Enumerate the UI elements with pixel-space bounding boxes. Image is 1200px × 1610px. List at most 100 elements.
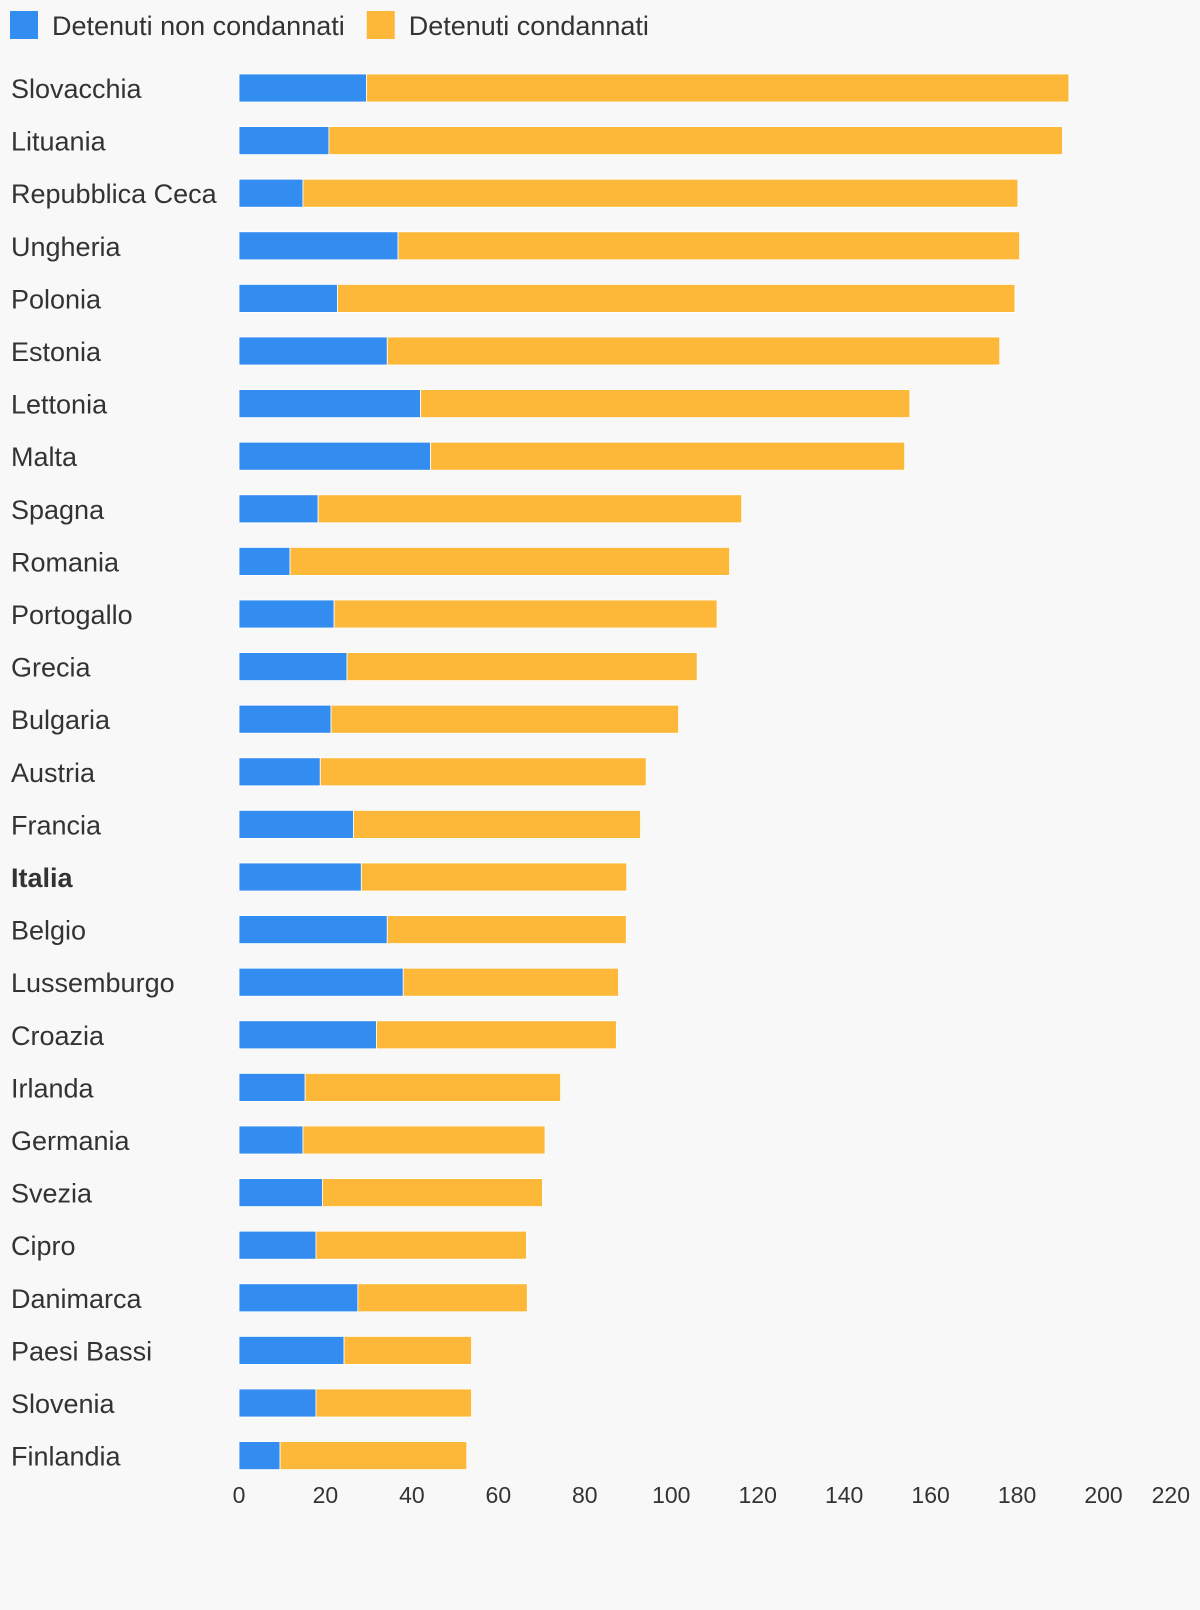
bar-repubblica-ceca-detenuti-condannati xyxy=(302,178,1019,208)
category-label-slovenia: Slovenia xyxy=(11,1389,116,1419)
bar-irlanda-detenuti-condannati xyxy=(304,1073,561,1102)
bar-svezia-detenuti-non-condannati xyxy=(238,1178,323,1207)
bar-bulgaria-detenuti-condannati xyxy=(330,704,679,734)
x-tick-label-180: 180 xyxy=(998,1482,1036,1508)
bar-croazia-detenuti-condannati xyxy=(376,1020,617,1050)
bar-croazia-detenuti-non-condannati xyxy=(238,1020,377,1050)
category-label-bulgaria: Bulgaria xyxy=(11,705,111,735)
category-label-slovacchia: Slovacchia xyxy=(11,74,143,104)
bar-spagna-detenuti-non-condannati xyxy=(238,494,319,524)
category-label-irlanda: Irlanda xyxy=(11,1073,95,1103)
category-label-lettonia: Lettonia xyxy=(11,390,108,420)
category-label-austria: Austria xyxy=(11,758,96,788)
bar-francia-detenuti-non-condannati xyxy=(238,810,354,839)
category-label-italia: Italia xyxy=(11,863,74,893)
category-label-germania: Germania xyxy=(11,1126,131,1156)
bar-bulgaria-detenuti-non-condannati xyxy=(238,704,332,734)
category-label-portogallo: Portogallo xyxy=(11,600,133,630)
bar-danimarca-detenuti-condannati xyxy=(357,1283,528,1313)
x-tick-label-160: 160 xyxy=(911,1482,949,1508)
bar-austria-detenuti-non-condannati xyxy=(238,757,321,787)
x-tick-label-40: 40 xyxy=(399,1482,425,1508)
bar-lettonia-detenuti-condannati xyxy=(420,389,911,419)
category-label-francia: Francia xyxy=(11,810,102,840)
bar-romania-detenuti-non-condannati xyxy=(238,547,291,576)
legend-swatch-detenuti-non-condannati xyxy=(10,11,38,39)
bar-cipro-detenuti-condannati xyxy=(315,1230,527,1260)
legend-label-detenuti-non-condannati: Detenuti non condannati xyxy=(52,11,345,41)
bar-estonia-detenuti-condannati xyxy=(386,336,1001,366)
bar-finlandia-detenuti-condannati xyxy=(279,1441,468,1470)
bar-estonia-detenuti-non-condannati xyxy=(238,336,388,366)
x-tick-label-220: 220 xyxy=(1152,1482,1190,1508)
category-label-malta: Malta xyxy=(11,442,78,472)
category-label-croazia: Croazia xyxy=(11,1021,105,1051)
bar-danimarca-detenuti-non-condannati xyxy=(238,1283,359,1313)
category-label-svezia: Svezia xyxy=(11,1179,93,1209)
category-label-finlandia: Finlandia xyxy=(11,1442,122,1472)
bars xyxy=(238,73,1070,1470)
bar-austria-detenuti-condannati xyxy=(319,757,647,787)
x-tick-label-60: 60 xyxy=(486,1482,512,1508)
category-label-estonia: Estonia xyxy=(11,337,102,367)
bar-lituania-detenuti-non-condannati xyxy=(238,126,330,155)
x-tick-label-200: 200 xyxy=(1084,1482,1122,1508)
category-labels: Slovacchia Lituania Repubblica Ceca Ungheri… xyxy=(11,74,218,1472)
legend-label-detenuti-condannati: Detenuti condannati xyxy=(409,11,649,41)
bar-francia-detenuti-condannati xyxy=(353,810,641,839)
category-label-paesi-bassi: Paesi Bassi xyxy=(11,1336,152,1366)
category-label-lituania: Lituania xyxy=(11,127,107,157)
category-label-ungheria: Ungheria xyxy=(11,232,122,262)
x-tick-label-140: 140 xyxy=(825,1482,863,1508)
bar-grecia-detenuti-non-condannati xyxy=(238,652,348,681)
category-label-repubblica-ceca: Repubblica Ceca xyxy=(11,179,218,209)
bar-italia-detenuti-non-condannati xyxy=(238,862,362,892)
x-tick-label-0: 0 xyxy=(233,1482,246,1508)
bar-spagna-detenuti-condannati xyxy=(317,494,743,524)
bar-malta-detenuti-condannati xyxy=(430,441,906,471)
bar-slovenia-detenuti-condannati xyxy=(315,1388,472,1418)
bar-paesi-bassi-detenuti-non-condannati xyxy=(238,1336,345,1365)
bar-cipro-detenuti-non-condannati xyxy=(238,1230,317,1260)
bar-romania-detenuti-condannati xyxy=(289,547,731,576)
bar-ungheria-detenuti-condannati xyxy=(397,231,1021,261)
category-label-polonia: Polonia xyxy=(11,284,102,314)
bar-svezia-detenuti-condannati xyxy=(322,1178,543,1207)
category-label-spagna: Spagna xyxy=(11,495,105,525)
x-tick-label-120: 120 xyxy=(739,1482,777,1508)
bar-grecia-detenuti-condannati xyxy=(346,652,698,681)
bar-ungheria-detenuti-non-condannati xyxy=(238,231,399,261)
category-label-cipro: Cipro xyxy=(11,1231,76,1261)
category-label-grecia: Grecia xyxy=(11,653,92,683)
legend-swatch-detenuti-condannati xyxy=(366,11,395,39)
x-axis: 0 20 40 60 80 100 120 140 160 180 200 220 xyxy=(233,1482,1190,1508)
bar-polonia-detenuti-condannati xyxy=(337,283,1016,313)
category-label-danimarca: Danimarca xyxy=(11,1284,143,1314)
bar-lussemburgo-detenuti-condannati xyxy=(402,967,619,997)
bar-italia-detenuti-condannati xyxy=(360,862,628,892)
bar-lussemburgo-detenuti-non-condannati xyxy=(238,967,404,997)
bar-belgio-detenuti-condannati xyxy=(386,915,627,944)
bar-germania-detenuti-condannati xyxy=(302,1125,546,1155)
category-label-romania: Romania xyxy=(11,547,120,577)
x-tick-label-100: 100 xyxy=(652,1482,690,1508)
bar-paesi-bassi-detenuti-condannati xyxy=(343,1336,472,1365)
bar-slovenia-detenuti-non-condannati xyxy=(238,1388,317,1418)
bar-finlandia-detenuti-non-condannati xyxy=(238,1441,281,1470)
bar-lettonia-detenuti-non-condannati xyxy=(238,389,421,419)
bar-slovacchia-detenuti-non-condannati xyxy=(238,73,367,103)
category-label-lussemburgo: Lussemburgo xyxy=(11,968,175,998)
category-label-belgio: Belgio xyxy=(11,916,86,946)
bar-germania-detenuti-non-condannati xyxy=(238,1125,304,1155)
bar-lituania-detenuti-condannati xyxy=(328,126,1063,155)
bar-repubblica-ceca-detenuti-non-condannati xyxy=(238,178,304,208)
bar-irlanda-detenuti-non-condannati xyxy=(238,1073,306,1102)
bar-portogallo-detenuti-condannati xyxy=(333,599,718,629)
x-tick-label-80: 80 xyxy=(572,1482,598,1508)
bar-malta-detenuti-non-condannati xyxy=(238,441,431,471)
bar-polonia-detenuti-non-condannati xyxy=(238,283,338,313)
bar-slovacchia-detenuti-condannati xyxy=(366,73,1070,103)
bar-belgio-detenuti-non-condannati xyxy=(238,915,388,944)
legend: Detenuti non condannati Detenuti condanna… xyxy=(10,11,649,41)
